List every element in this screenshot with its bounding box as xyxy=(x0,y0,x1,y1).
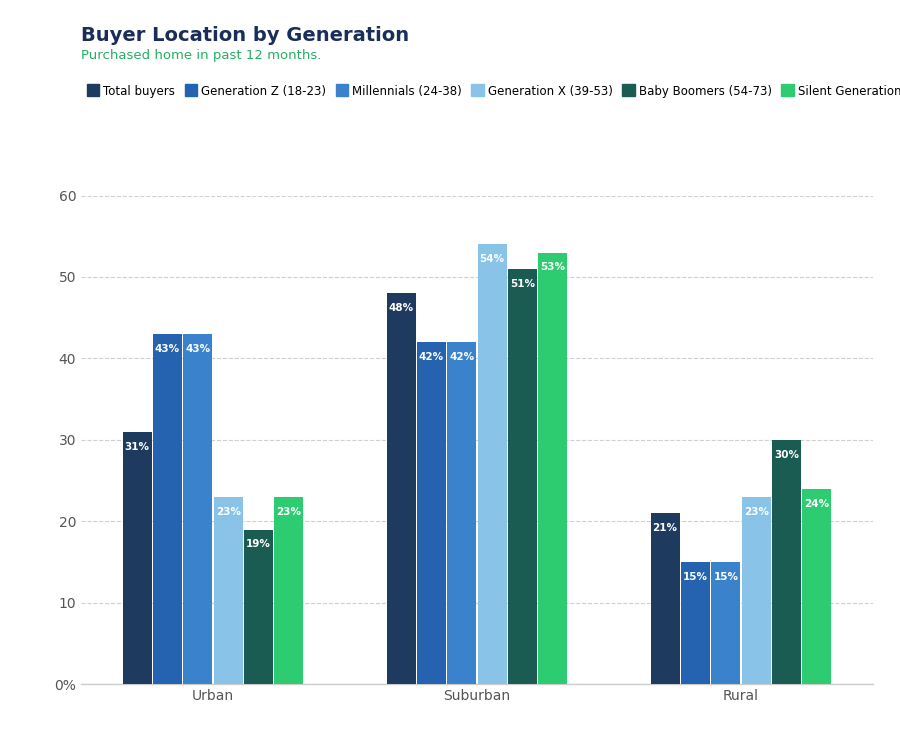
Text: 23%: 23% xyxy=(276,507,302,517)
Bar xyxy=(122,432,151,684)
Bar xyxy=(184,334,212,684)
Text: 48%: 48% xyxy=(389,303,414,313)
Bar xyxy=(387,293,416,684)
Text: 15%: 15% xyxy=(714,572,738,582)
Bar xyxy=(772,440,801,684)
Bar xyxy=(681,562,710,684)
Text: 53%: 53% xyxy=(540,262,565,272)
Text: Buyer Location by Generation: Buyer Location by Generation xyxy=(81,26,410,45)
Text: 30%: 30% xyxy=(774,450,799,459)
Text: 23%: 23% xyxy=(743,507,769,517)
Text: 15%: 15% xyxy=(683,572,708,582)
Bar xyxy=(711,562,741,684)
Text: 43%: 43% xyxy=(185,344,211,353)
Text: Purchased home in past 12 months.: Purchased home in past 12 months. xyxy=(81,49,321,62)
Bar xyxy=(538,253,567,684)
Text: 43%: 43% xyxy=(155,344,180,353)
Bar xyxy=(153,334,182,684)
Text: 23%: 23% xyxy=(216,507,240,517)
Bar xyxy=(417,342,446,684)
Bar xyxy=(447,342,476,684)
Text: 21%: 21% xyxy=(652,523,678,533)
Text: 42%: 42% xyxy=(449,352,474,362)
Bar xyxy=(478,244,507,684)
Text: 31%: 31% xyxy=(124,441,149,451)
Text: 51%: 51% xyxy=(510,279,535,289)
Legend: Total buyers, Generation Z (18-23), Millennials (24-38), Generation X (39-53), B: Total buyers, Generation Z (18-23), Mill… xyxy=(87,85,900,98)
Text: 42%: 42% xyxy=(418,352,444,362)
Text: 19%: 19% xyxy=(246,539,271,549)
Bar xyxy=(803,489,832,684)
Text: 54%: 54% xyxy=(480,254,505,264)
Bar xyxy=(508,268,537,684)
Bar xyxy=(742,497,770,684)
Bar xyxy=(274,497,303,684)
Bar xyxy=(244,529,273,684)
Text: 24%: 24% xyxy=(805,499,830,508)
Bar xyxy=(651,513,680,684)
Bar xyxy=(213,497,243,684)
